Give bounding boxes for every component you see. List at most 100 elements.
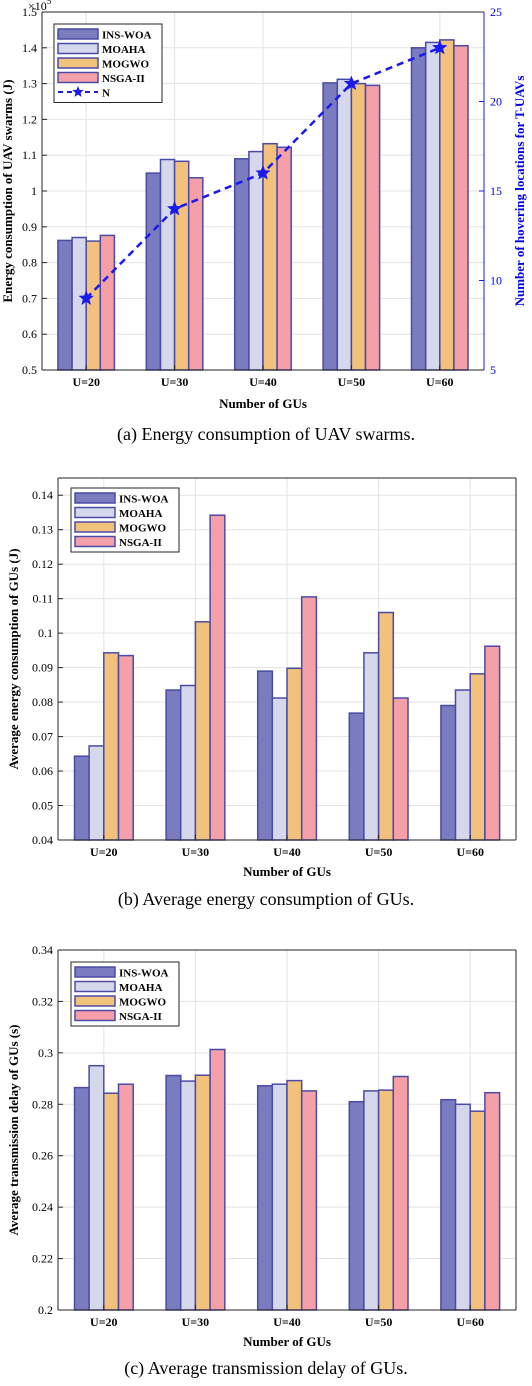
line-point-n	[343, 75, 360, 91]
legend-swatch	[57, 42, 99, 55]
y-exponent-power: 5	[47, 0, 52, 6]
bar-nsga-ii	[209, 1048, 226, 1311]
bar-nsga-ii	[392, 697, 409, 841]
bar-nsga-ii	[484, 645, 501, 841]
figure-caption: (c) Average transmission delay of GUs.	[124, 1358, 408, 1379]
legend-swatch	[74, 995, 116, 1007]
legend-swatch	[74, 521, 116, 533]
y-tick-label: 0.09	[32, 661, 53, 675]
y2-axis-label: Number of hovering locations for T-UAVs	[512, 76, 527, 307]
bar-nsga-ii	[392, 1075, 409, 1311]
bar-moaha	[454, 689, 471, 841]
y-tick-label: 0.32	[32, 994, 53, 1008]
y-tick-label: 0.12	[32, 557, 53, 571]
bar-moaha	[271, 697, 288, 841]
line-point-n	[166, 200, 183, 216]
chart-panel-a: 5 10 15 20 25 Number of hovering locations fo…	[0, 0, 532, 450]
y2-tick-label: 5	[490, 363, 496, 377]
y2-tick-label: 20	[490, 95, 502, 109]
x-tick-label: U=20	[90, 845, 118, 859]
bar-nsga-ii	[300, 596, 318, 841]
bar-moaha	[179, 684, 197, 841]
y-tick-label: 0.26	[32, 1149, 53, 1163]
bar-mogwo	[377, 1089, 395, 1311]
x-tick-label: U=50	[338, 375, 366, 389]
x-tick-label: U=20	[90, 1315, 118, 1329]
legend-label: N	[102, 88, 110, 100]
legend-swatch	[57, 57, 99, 69]
bar-ins-woa	[57, 239, 73, 371]
legend-label: INS-WOA	[119, 968, 169, 980]
bar-nsga-ii	[484, 1091, 501, 1311]
bar-mogwo	[350, 82, 367, 371]
bar-ins-woa	[145, 172, 162, 371]
x-tick-label: U=50	[365, 845, 393, 859]
y-tick-label: 0.13	[32, 523, 53, 537]
line-point-n	[255, 164, 271, 180]
bar-mogwo	[377, 611, 395, 841]
bar-moaha	[159, 158, 176, 371]
x-tick-label: U=40	[249, 375, 277, 389]
bar-moaha	[71, 236, 87, 371]
y-tick-label: 1.1	[22, 148, 37, 162]
y-tick-label: 0.28	[32, 1097, 53, 1111]
y-tick-label: 1.5	[22, 5, 37, 19]
chart-c: 0.2 0.22 0.24 0.26 0.28 0.3 0.32 0.34 U=20 U=30 U=…	[6, 943, 517, 1379]
legend-label: MOGWO	[119, 997, 166, 1009]
y-tick-label: 1.2	[22, 112, 37, 126]
bar-ins-woa	[348, 1100, 365, 1311]
x-tick-label: U=40	[273, 845, 301, 859]
bar-nsga-ii	[276, 146, 292, 371]
bar-ins-woa	[348, 712, 365, 841]
legend: INS-WOA MOAHA MOGWO NSGA-II	[70, 961, 180, 1027]
legend-swatch	[74, 1009, 116, 1022]
bar-nsga-ii	[453, 44, 469, 371]
bar-mogwo	[469, 673, 486, 841]
y-tick-label: 0.08	[32, 695, 53, 709]
bar-mogwo	[286, 667, 303, 841]
y-tick-label: 0.8	[22, 256, 37, 270]
x-tick-label: U=30	[161, 375, 189, 389]
bar-mogwo	[103, 652, 120, 841]
legend-swatch	[74, 966, 116, 978]
y2-tick-label: 10	[490, 274, 502, 288]
y-axis-label: Average energy consumption of GUs (J)	[6, 548, 21, 769]
bar-moaha	[454, 1103, 471, 1311]
bar-moaha	[363, 652, 380, 841]
bar-nsga-ii	[300, 1090, 318, 1311]
legend-label: MOAHA	[119, 508, 162, 520]
bar-mogwo	[469, 1110, 486, 1311]
bar-ins-woa	[440, 1098, 457, 1311]
y-tick-label: 0.14	[32, 488, 53, 502]
x-tick-label: U=30	[182, 1315, 210, 1329]
legend-star-icon	[72, 86, 84, 97]
y-tick-label: 0.06	[32, 764, 53, 778]
x-tick-label: U=40	[273, 1315, 301, 1329]
bar-mogwo	[103, 1092, 120, 1311]
legend-swatch	[57, 28, 99, 40]
y-tick-label: 0.3	[38, 1046, 53, 1060]
figure-caption: (a) Energy consumption of UAV swarms.	[117, 424, 415, 445]
y-tick-label: 0.2	[38, 1303, 53, 1317]
x-tick-label: U=50	[365, 1315, 393, 1329]
bar-moaha	[179, 1080, 197, 1311]
y-tick-label: 0.24	[32, 1200, 53, 1214]
y-tick-label: 1	[31, 184, 37, 198]
legend-swatch	[57, 71, 99, 84]
bar-ins-woa	[440, 704, 457, 841]
line-point-n	[432, 39, 448, 55]
bar-nsga-ii	[117, 1083, 134, 1311]
y-exponent-label: ×105	[28, 0, 52, 13]
bar-ins-woa	[73, 1086, 90, 1311]
bar-mogwo	[173, 160, 190, 371]
y-tick-label: 0.07	[32, 730, 53, 744]
y-tick-label: 0.22	[32, 1252, 53, 1266]
x-axis-label: Number of GUs	[243, 864, 331, 879]
legend-label: NSGA-II	[119, 537, 162, 549]
bar-ins-woa	[165, 1074, 182, 1311]
y-tick-label: 0.34	[32, 943, 53, 957]
bar-nsga-ii	[364, 84, 381, 371]
y-axis-label: Energy consumption of UAV swarms (J)	[0, 79, 15, 302]
legend-swatch	[74, 980, 116, 993]
